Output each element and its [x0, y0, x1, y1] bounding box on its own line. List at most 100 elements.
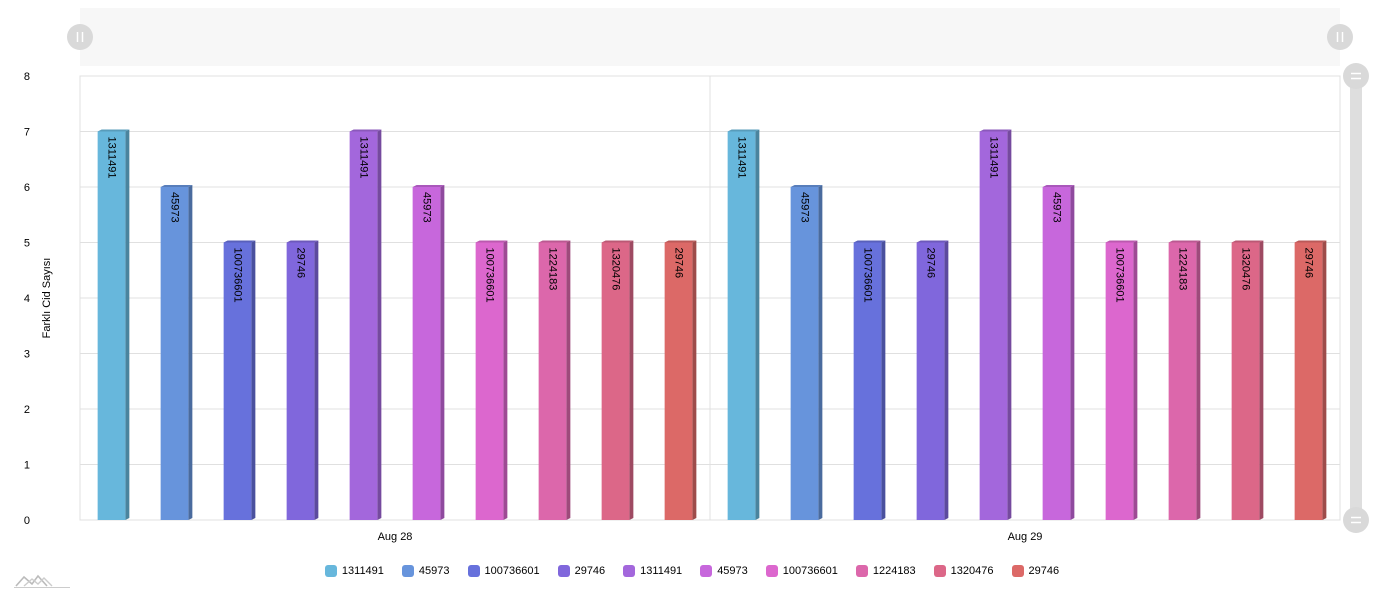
legend-item[interactable]: 29746 — [1011, 565, 1059, 577]
bar-front — [727, 131, 756, 520]
bar[interactable]: 29746 — [286, 240, 319, 521]
y-tick-label: 0 — [24, 515, 30, 527]
bar-top — [1294, 240, 1327, 243]
x-tick-label: Aug 28 — [378, 531, 413, 543]
bar-data-label: 100736601 — [1114, 248, 1126, 303]
y-tick-label: 2 — [24, 404, 30, 416]
legend-label: 1224183 — [872, 565, 916, 577]
bar-side — [1322, 240, 1327, 520]
legend-item[interactable]: 1320476 — [933, 565, 994, 577]
legend-item[interactable]: 45973 — [401, 565, 450, 577]
bar-side — [881, 240, 886, 520]
y-tick-label: 3 — [24, 349, 30, 361]
bar-side — [377, 129, 382, 520]
bar[interactable]: 29746 — [1294, 240, 1327, 521]
bar-top — [790, 185, 823, 187]
bar-front — [601, 242, 630, 520]
horizontal-scrollbar-track[interactable] — [80, 8, 1340, 66]
legend-item[interactable]: 29746 — [557, 565, 606, 577]
bar-data-label: 29746 — [673, 248, 685, 279]
bar-front — [97, 131, 126, 520]
legend: 1311491 45973 100736601 29746 1311491 45973 10… — [0, 560, 1384, 582]
bar[interactable]: 100736601 — [475, 240, 508, 521]
legend-swatch — [401, 565, 414, 577]
scrollbar-bottom-grip-icon[interactable] — [1343, 507, 1369, 533]
legend-swatch — [700, 565, 713, 577]
grid — [79, 75, 1341, 521]
bar-front — [1168, 242, 1197, 520]
bar-data-label: 29746 — [925, 248, 937, 279]
bar-data-label: 45973 — [421, 192, 433, 223]
bar-front — [979, 131, 1008, 520]
legend-item[interactable]: 45973 — [700, 565, 748, 577]
bar-top — [412, 185, 445, 187]
vertical-scrollbar-thumb[interactable] — [1350, 76, 1362, 520]
legend-label: 1320476 — [950, 565, 994, 577]
bar[interactable]: 29746 — [916, 240, 949, 521]
bar-front — [349, 131, 378, 520]
bar-front — [286, 242, 315, 520]
legend-item[interactable]: 1311491 — [324, 565, 384, 577]
y-tick-label: 8 — [24, 71, 30, 83]
bar-data-label: 1311491 — [106, 137, 118, 179]
bar-front — [223, 242, 252, 520]
bar-top — [916, 240, 949, 243]
bar-data-label: 45973 — [799, 192, 811, 223]
legend-swatch — [765, 565, 778, 577]
bar-top — [1168, 240, 1201, 243]
bar[interactable]: 100736601 — [1105, 240, 1138, 521]
bar-top — [601, 240, 634, 243]
vertical-scrollbar[interactable] — [1343, 63, 1369, 533]
y-tick-label: 1 — [24, 460, 30, 472]
legend-label: 1311491 — [341, 565, 384, 577]
bar-top — [853, 240, 886, 243]
legend-item[interactable]: 1311491 — [623, 565, 682, 577]
bar-data-label: 100736601 — [484, 248, 496, 303]
bar-top — [979, 129, 1012, 132]
legend-item[interactable]: 1224183 — [855, 565, 916, 577]
y-tick-label: 4 — [24, 293, 30, 305]
bar-data-label: 1320476 — [1240, 248, 1252, 291]
bar[interactable]: 45973 — [412, 185, 445, 520]
bar-side — [818, 185, 823, 520]
bar-side — [1196, 240, 1201, 520]
bar-top — [160, 185, 193, 187]
bar-data-label: 1224183 — [547, 248, 559, 291]
bar[interactable]: 1311491 — [97, 129, 130, 521]
bar-data-label: 100736601 — [862, 248, 874, 303]
scrollbar-start-grip-icon[interactable] — [67, 24, 93, 50]
bar-top — [223, 240, 256, 243]
bar[interactable]: 1224183 — [1168, 240, 1201, 521]
bar[interactable]: 1320476 — [1231, 240, 1264, 521]
bar[interactable]: 1311491 — [727, 129, 760, 521]
bar[interactable]: 45973 — [1042, 185, 1075, 520]
legend-item[interactable]: 100736601 — [467, 565, 540, 577]
bars: 1311491 1311491 45973 45973 100736601 1007366… — [97, 129, 1327, 521]
bar[interactable]: 100736601 — [223, 240, 256, 521]
bar-top — [97, 129, 130, 132]
bar[interactable]: 1320476 — [601, 240, 634, 521]
bar[interactable]: 100736601 — [853, 240, 886, 521]
bar[interactable]: 45973 — [790, 185, 823, 520]
bar-side — [188, 185, 193, 520]
horizontal-scrollbar[interactable] — [67, 8, 1353, 66]
bar-data-label: 45973 — [1051, 192, 1063, 223]
bar-top — [664, 240, 697, 243]
bar-top — [727, 129, 760, 132]
bar[interactable]: 1224183 — [538, 240, 571, 521]
legend-label: 29746 — [574, 565, 606, 577]
bar-front — [1294, 242, 1323, 520]
bar[interactable]: 29746 — [664, 240, 697, 521]
bar[interactable]: 1311491 — [979, 129, 1012, 521]
legend-item[interactable]: 100736601 — [765, 565, 838, 577]
scrollbar-top-grip-icon[interactable] — [1343, 63, 1369, 89]
legend-label: 100736601 — [484, 565, 540, 577]
scrollbar-end-grip-icon[interactable] — [1327, 24, 1353, 50]
y-tick-label: 7 — [24, 127, 30, 139]
bar-side — [440, 185, 445, 520]
bar-data-label: 1311491 — [988, 137, 1000, 179]
bar-side — [566, 240, 571, 520]
bar[interactable]: 45973 — [160, 185, 193, 520]
bar[interactable]: 1311491 — [349, 129, 382, 521]
